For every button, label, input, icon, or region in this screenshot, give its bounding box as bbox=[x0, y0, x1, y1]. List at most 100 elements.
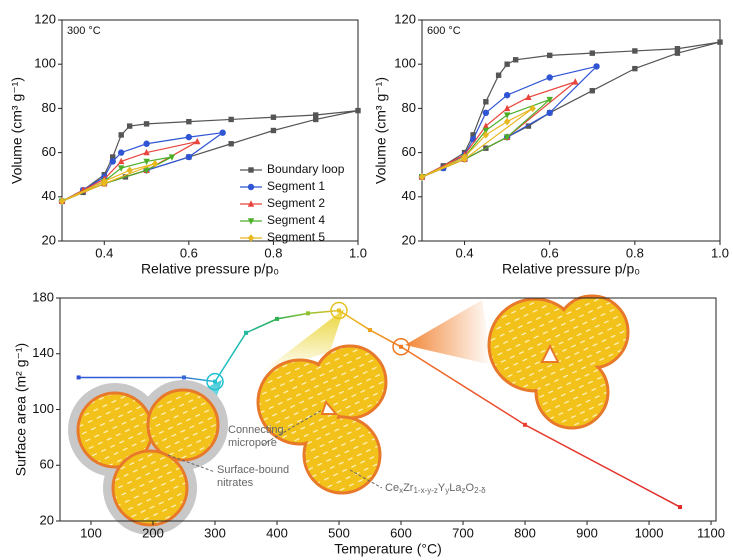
x-tick-label: 500 bbox=[328, 525, 350, 540]
y-tick-label: 100 bbox=[394, 56, 416, 71]
x-axis-label: Relative pressure p/p₀ bbox=[502, 261, 640, 277]
marker bbox=[244, 330, 249, 335]
y-tick-label: 180 bbox=[32, 289, 54, 304]
marker bbox=[503, 112, 511, 119]
marker bbox=[118, 149, 125, 156]
marker bbox=[151, 159, 159, 168]
formula: CexZr1-x-y-zYyLazO2-δ bbox=[385, 482, 486, 495]
y-tick-label: 60 bbox=[40, 457, 54, 472]
y-tick-label: 20 bbox=[402, 232, 416, 247]
x-tick-label: 700 bbox=[452, 525, 474, 540]
marker bbox=[270, 114, 277, 120]
particles-300 bbox=[68, 380, 228, 535]
x-tick-label: 100 bbox=[80, 525, 102, 540]
y-tick-label: 80 bbox=[42, 100, 56, 115]
marker bbox=[109, 158, 116, 165]
marker bbox=[228, 141, 234, 147]
marker bbox=[306, 311, 311, 316]
marker bbox=[313, 116, 319, 123]
x-tick-label: 0.8 bbox=[626, 245, 644, 260]
marker bbox=[337, 308, 342, 313]
marker bbox=[143, 158, 150, 166]
marker bbox=[185, 133, 193, 141]
y-tick-label: 60 bbox=[402, 144, 416, 159]
legend-label: Segment 1 bbox=[267, 179, 325, 193]
marker bbox=[572, 78, 579, 85]
marker bbox=[143, 140, 150, 147]
y-tick-label: 40 bbox=[42, 188, 56, 203]
marker bbox=[101, 177, 108, 186]
marker bbox=[76, 375, 81, 380]
y-tick-label: 140 bbox=[32, 345, 54, 360]
plot-frame bbox=[421, 19, 721, 242]
marker bbox=[678, 505, 683, 510]
series-line bbox=[421, 81, 576, 178]
formula-part: Zr bbox=[403, 482, 414, 494]
x-tick-label: 0.4 bbox=[456, 245, 474, 260]
marker bbox=[118, 132, 124, 138]
marker bbox=[219, 129, 226, 136]
marker bbox=[589, 50, 595, 56]
marker bbox=[313, 112, 319, 118]
formula-part: Ce bbox=[385, 482, 399, 494]
x-tick-label: 1000 bbox=[635, 525, 664, 540]
marker bbox=[504, 61, 510, 67]
formula-subscript: x bbox=[399, 486, 403, 495]
y-tick-label: 120 bbox=[34, 11, 56, 26]
marker bbox=[118, 157, 125, 165]
marker bbox=[143, 121, 150, 127]
marker bbox=[418, 173, 426, 181]
formula-part: La bbox=[449, 482, 462, 494]
y-tick-label: 40 bbox=[402, 188, 416, 203]
cone bbox=[405, 300, 492, 365]
marker bbox=[632, 48, 638, 54]
x-tick-label: 1.0 bbox=[711, 245, 729, 260]
marker bbox=[182, 375, 187, 380]
marker bbox=[503, 134, 511, 141]
x-tick-label: 300 bbox=[204, 525, 226, 540]
marker bbox=[483, 99, 489, 105]
marker bbox=[546, 96, 553, 104]
y-tick-label: 20 bbox=[42, 232, 56, 247]
marker bbox=[185, 153, 193, 161]
highlight-circle bbox=[392, 338, 410, 356]
marker bbox=[110, 154, 116, 160]
legend-label: Segment 2 bbox=[267, 196, 325, 210]
marker bbox=[355, 107, 361, 114]
marker bbox=[194, 137, 201, 145]
particles-500 bbox=[256, 344, 388, 495]
y-tick-label: 100 bbox=[34, 56, 56, 71]
marker bbox=[168, 154, 176, 161]
marker bbox=[228, 116, 234, 123]
marker bbox=[247, 200, 255, 207]
marker bbox=[495, 72, 502, 78]
panel-label: 300 °C bbox=[67, 25, 101, 37]
marker bbox=[632, 65, 638, 72]
marker bbox=[118, 165, 125, 172]
x-tick-label: 0.8 bbox=[264, 245, 282, 260]
marker bbox=[503, 104, 511, 112]
marker bbox=[143, 148, 150, 156]
marker bbox=[674, 50, 681, 56]
marker bbox=[368, 328, 373, 333]
series-line bbox=[61, 163, 156, 202]
formula-part: O bbox=[466, 482, 475, 494]
marker bbox=[717, 39, 723, 45]
formula-subscript: 1-x-y-z bbox=[413, 486, 437, 495]
annotation-line: micropore bbox=[228, 437, 277, 449]
marker bbox=[461, 153, 468, 161]
marker bbox=[186, 118, 192, 125]
marker bbox=[482, 131, 490, 139]
legend-label: Boundary loop bbox=[267, 162, 345, 176]
x-axis-label: Temperature (°C) bbox=[334, 541, 442, 557]
plot-frame bbox=[61, 19, 359, 242]
x-tick-label: 1100 bbox=[697, 525, 725, 540]
y-tick-label: 60 bbox=[42, 144, 56, 159]
formula-part: Y bbox=[438, 482, 446, 494]
legend-label: Segment 4 bbox=[267, 213, 325, 227]
marker bbox=[58, 197, 66, 205]
cone bbox=[262, 309, 344, 372]
y-tick-label: 120 bbox=[394, 11, 416, 26]
x-tick-label: 900 bbox=[576, 525, 598, 540]
